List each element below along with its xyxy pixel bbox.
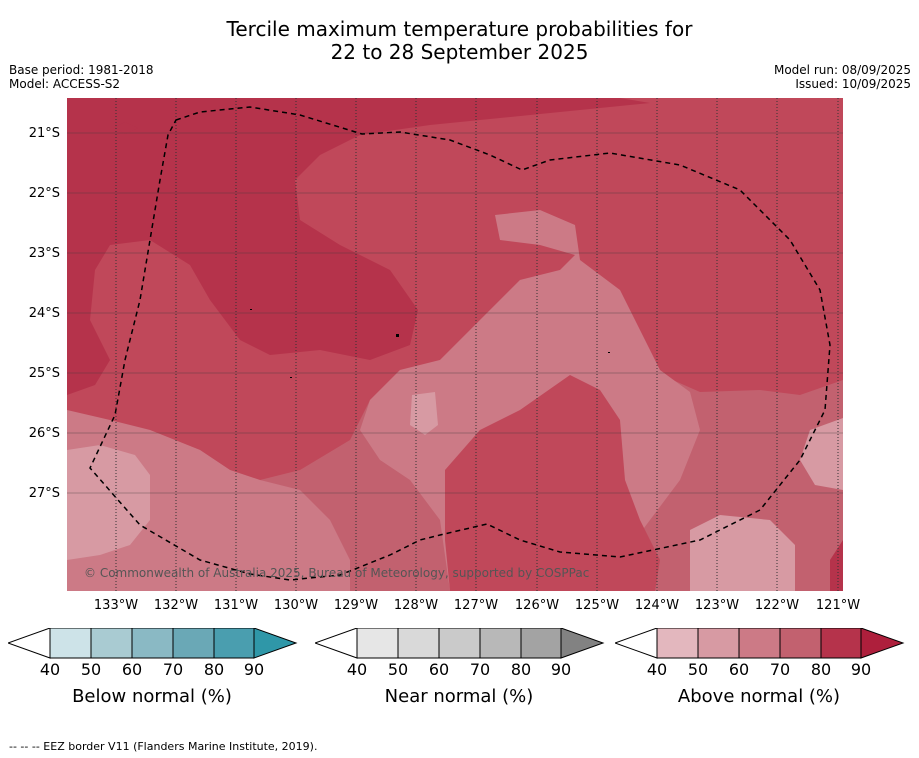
cbar-tick: 70	[162, 660, 184, 679]
cbar-tick: 80	[203, 660, 225, 679]
lat-label: 22°S	[28, 186, 60, 201]
colorbar-below-normal	[8, 628, 298, 659]
lon-label: 131°W	[213, 598, 259, 613]
title-line-2: 22 to 28 September 2025	[330, 40, 589, 64]
cbar-below-seg	[131, 628, 174, 659]
issued-date: Issued: 10/09/2025	[795, 77, 911, 91]
cbar-tick: 70	[769, 660, 791, 679]
lon-label: 123°W	[694, 598, 740, 613]
lon-label: 124°W	[634, 598, 680, 613]
map-title: Tercile maximum temperature probabilitie…	[0, 18, 919, 64]
cbar-near-seg	[397, 628, 440, 659]
base-period: Base period: 1981-2018	[9, 63, 154, 77]
colorbar-near-normal	[315, 628, 605, 659]
colorbar-above-normal	[615, 628, 905, 659]
region-40-left	[67, 445, 150, 560]
probability-map	[67, 98, 843, 591]
lat-label: 21°S	[28, 126, 60, 141]
region-80-patch	[115, 122, 138, 134]
colorbar-above-title: Above normal (%)	[677, 686, 841, 707]
meridians	[115, 98, 839, 591]
region-70-lower	[445, 375, 660, 591]
cbar-above-cap-high	[860, 628, 905, 659]
colorbar-below-title: Below normal (%)	[72, 686, 232, 707]
meta-left: Base period: 1981-2018 Model: ACCESS-S2	[9, 63, 154, 91]
region-50-left	[67, 410, 350, 591]
cbar-above-seg	[779, 628, 822, 659]
cbar-tick: 40	[346, 660, 368, 679]
lon-label: 130°W	[273, 598, 319, 613]
cbar-near-seg	[438, 628, 481, 659]
cbar-tick: 50	[687, 660, 709, 679]
cbar-tick: 40	[39, 660, 61, 679]
cbar-below-seg	[49, 628, 92, 659]
region-80-corner	[830, 540, 843, 591]
cbar-above-seg	[820, 628, 862, 659]
lon-label: 133°W	[93, 598, 139, 613]
lat-label: 24°S	[28, 306, 60, 321]
cbar-below-cap-high	[253, 628, 298, 659]
cbar-near-cap-low	[315, 628, 358, 659]
lon-label: 125°W	[574, 598, 620, 613]
model-name: Model: ACCESS-S2	[9, 77, 121, 91]
region-80	[67, 98, 650, 395]
eez-footnote: -- -- -- EEZ border V11 (Flanders Marine…	[9, 740, 318, 753]
cbar-below-cap-low	[8, 628, 51, 659]
lat-label: 25°S	[28, 366, 60, 381]
cbar-above-cap-low	[615, 628, 658, 659]
grid-lines	[67, 132, 843, 494]
lon-label: 132°W	[153, 598, 199, 613]
meta-right: Model run: 08/09/2025 Issued: 10/09/2025	[774, 63, 911, 91]
lat-label: 27°S	[28, 486, 60, 501]
cbar-near-seg	[520, 628, 562, 659]
cbar-above-seg	[656, 628, 699, 659]
cbar-above-seg	[738, 628, 781, 659]
lon-label: 126°W	[514, 598, 560, 613]
cbar-below-seg	[172, 628, 215, 659]
copyright-notice: © Commonwealth of Australia 2025, Bureau…	[84, 566, 590, 580]
region-40-bottom	[690, 515, 795, 591]
cbar-tick: 50	[387, 660, 409, 679]
cbar-tick: 90	[243, 660, 265, 679]
cbar-tick: 80	[510, 660, 532, 679]
cbar-tick: 90	[850, 660, 872, 679]
lon-label: 121°W	[815, 598, 861, 613]
cbar-tick: 60	[121, 660, 143, 679]
cbar-tick: 80	[810, 660, 832, 679]
cbar-tick: 60	[428, 660, 450, 679]
lon-label: 128°W	[393, 598, 439, 613]
region-40-right	[800, 418, 843, 490]
lat-label: 26°S	[28, 426, 60, 441]
region-40-center	[410, 392, 438, 435]
cbar-below-seg	[213, 628, 255, 659]
lon-label: 122°W	[754, 598, 800, 613]
cbar-tick: 60	[728, 660, 750, 679]
cbar-near-seg	[356, 628, 399, 659]
cbar-tick: 70	[469, 660, 491, 679]
cbar-tick: 40	[646, 660, 668, 679]
islands	[250, 309, 610, 378]
cbar-above-seg	[697, 628, 740, 659]
colorbar-near-title: Near normal (%)	[384, 686, 534, 707]
title-line-1: Tercile maximum temperature probabilitie…	[226, 17, 693, 41]
lon-label: 127°W	[453, 598, 499, 613]
cbar-near-seg	[479, 628, 522, 659]
cbar-tick: 90	[550, 660, 572, 679]
cbar-tick: 50	[80, 660, 102, 679]
lat-label: 23°S	[28, 246, 60, 261]
lon-label: 129°W	[333, 598, 379, 613]
cbar-below-seg	[90, 628, 133, 659]
eez-border	[89, 106, 831, 581]
cbar-near-cap-high	[560, 628, 605, 659]
model-run: Model run: 08/09/2025	[773, 63, 911, 77]
